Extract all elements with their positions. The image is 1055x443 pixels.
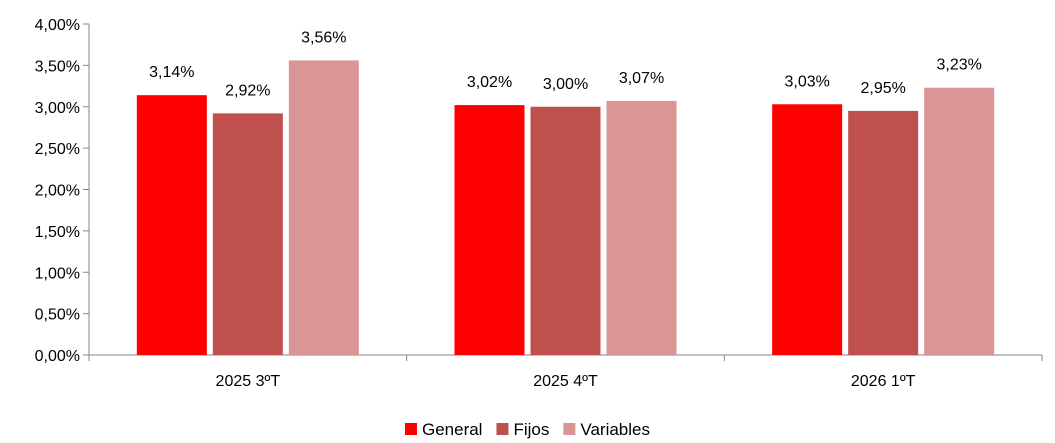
y-tick-label: 2,00% [35, 183, 80, 200]
data-labels: 3,14% 2,92% 3,56% 3,02% 3,00% 3,07% 3,03% 2,95%… [149, 29, 982, 99]
bar-general [136, 95, 207, 355]
legend-swatch-fijos [496, 423, 509, 435]
bar-fijos [530, 106, 601, 355]
legend-label: Variables [580, 420, 650, 439]
data-label: 3,00% [543, 76, 588, 93]
y-tick-label: 0,50% [35, 307, 80, 324]
data-label: 2,95% [860, 80, 905, 97]
y-tick-label: 1,50% [35, 224, 80, 241]
legend-label: Fijos [513, 420, 549, 439]
x-axis: 2025 3ºT 2025 4ºT 2026 1ºT [88, 354, 1043, 390]
data-label: 3,14% [149, 64, 194, 81]
bars [136, 60, 995, 356]
data-label: 3,56% [301, 29, 346, 46]
data-label: 3,23% [936, 57, 981, 74]
bar-variables [924, 87, 995, 355]
x-category-label: 2025 3ºT [216, 373, 281, 390]
x-category-label: 2026 1ºT [851, 373, 916, 390]
y-tick-label: 0,00% [35, 348, 80, 365]
data-label: 3,03% [784, 73, 829, 90]
y-tick-label: 2,50% [35, 141, 80, 158]
y-tick-label: 1,00% [35, 265, 80, 282]
legend-swatch-general [404, 423, 417, 435]
bar-fijos [848, 110, 919, 355]
legend: General Fijos Variables [404, 420, 650, 439]
data-label: 3,02% [467, 74, 512, 91]
x-category-label: 2025 4ºT [533, 373, 598, 390]
y-axis: 0,00% 0,50% 1,00% 1,50% 2,00% 2,50% 3,00% 3,50%… [35, 17, 90, 365]
data-label: 3,07% [619, 70, 664, 87]
bar-variables [288, 60, 359, 355]
legend-swatch-variables [563, 423, 576, 435]
legend-label: General [422, 420, 482, 439]
bar-general [772, 104, 843, 355]
y-tick-label: 3,00% [35, 100, 80, 117]
bar-variables [606, 100, 677, 356]
y-tick-label: 4,00% [35, 17, 80, 34]
data-label: 2,92% [225, 82, 270, 99]
bar-fijos [212, 113, 283, 356]
y-tick-label: 3,50% [35, 58, 80, 75]
bar-general [454, 105, 525, 355]
